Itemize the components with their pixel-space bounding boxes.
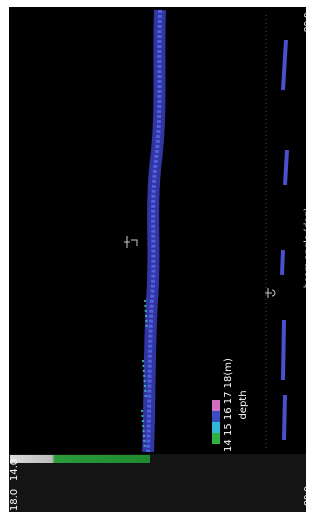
- range-bottom: 18.0: [9, 489, 20, 511]
- legend-swatch: [212, 422, 220, 433]
- legend-swatch: [212, 433, 220, 444]
- legend-swatch: [212, 400, 220, 411]
- axis-top-label: -80.0: [304, 12, 313, 36]
- legend-title: depth: [238, 390, 249, 419]
- legend-swatch: [212, 411, 220, 422]
- sonar-screen: 14 15 16 17 18(m) depth 14.0 18.0 -80.0 …: [0, 0, 312, 512]
- axis-bottom-label: 80.0: [304, 486, 313, 506]
- range-bar: [10, 455, 150, 463]
- axis-title: beam angle (deg): [304, 208, 313, 288]
- range-top: 14.0: [9, 459, 20, 481]
- legend-ticks: 14 15 16 17 18(m): [223, 358, 234, 452]
- page: {"axis": {"top_label": "-80.0", "title":…: [0, 0, 320, 512]
